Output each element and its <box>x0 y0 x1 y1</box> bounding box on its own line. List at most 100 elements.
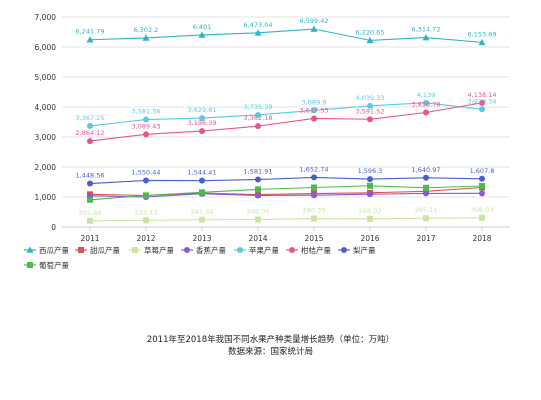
data-label: 4,139 <box>417 91 436 99</box>
x-tick-label: 2013 <box>192 234 211 243</box>
data-point <box>199 128 205 135</box>
data-point <box>255 111 261 118</box>
legend-swatch-marker <box>26 246 34 253</box>
data-labels: 6,241.79 6,302.2 6,401 6,473.04 6,599.42 6,22… <box>76 17 497 217</box>
x-axis: 2011 2012 2013 2014 2015 2016 2017 2018 <box>80 227 492 243</box>
data-point <box>311 115 317 122</box>
chart-caption-source: 数据来源：国家统计局 <box>227 347 313 357</box>
chart-caption-title: 2011年至2018年我国不同水果产种类量增长趋势（单位：万吨） <box>146 335 395 345</box>
data-point <box>254 29 262 36</box>
data-label: 1,550.44 <box>132 168 161 176</box>
legend-label: 西瓜产量 <box>39 245 69 255</box>
data-point <box>367 191 373 198</box>
data-label: 3,617.53 <box>300 106 329 114</box>
legend-label: 葡萄产量 <box>39 260 69 270</box>
data-label: 268.02 <box>359 207 382 215</box>
y-axis: 0 1,000 2,000 3,000 4,000 5,000 6,000 7,000 <box>35 13 57 232</box>
data-point <box>479 190 485 197</box>
data-label: 6,599.42 <box>300 17 329 25</box>
y-tick-label: 0 <box>51 223 56 232</box>
data-label: 1,581.91 <box>244 168 273 176</box>
series-line <box>89 217 483 222</box>
data-label: 6,153.69 <box>468 30 497 38</box>
y-tick-label: 2,000 <box>35 163 57 172</box>
data-point <box>311 215 317 222</box>
data-label: 6,302.2 <box>134 26 159 34</box>
data-label: 6,473.04 <box>244 21 273 29</box>
legend-label: 柑桔产量 <box>301 245 331 255</box>
data-point <box>142 34 150 41</box>
legend-label: 香蕉产量 <box>196 245 226 255</box>
data-point <box>143 116 149 123</box>
data-point <box>143 177 149 184</box>
x-tick-label: 2014 <box>248 234 267 243</box>
data-point <box>198 31 206 38</box>
legend-item[interactable]: 葡萄产量 <box>24 260 69 270</box>
data-label: 3,196.39 <box>188 119 217 127</box>
data-label: 6,401 <box>193 23 212 31</box>
legend-swatch-marker <box>237 247 243 253</box>
legend-label: 甜瓜产量 <box>90 245 120 255</box>
series-line <box>89 28 483 43</box>
y-tick-label: 3,000 <box>35 133 57 142</box>
legend-item[interactable]: 草莓产量 <box>129 245 174 255</box>
data-point <box>367 102 373 109</box>
data-point <box>367 176 373 183</box>
data-point <box>311 184 317 191</box>
data-point <box>310 25 318 32</box>
legend-item[interactable]: 西瓜产量 <box>24 245 69 255</box>
data-point <box>423 109 429 116</box>
data-label: 3,581.36 <box>132 108 161 116</box>
data-label: 306.03 <box>471 206 494 214</box>
data-label: 222.13 <box>135 208 158 216</box>
data-point <box>87 217 93 224</box>
data-point <box>478 38 486 46</box>
data-point <box>255 123 261 130</box>
y-tick-label: 7,000 <box>35 13 57 22</box>
legend-item[interactable]: 甜瓜产量 <box>75 245 120 255</box>
data-point <box>86 36 94 43</box>
series-lines <box>89 28 483 222</box>
data-label: 3,089.43 <box>132 122 161 130</box>
data-label: 1,640.97 <box>412 166 441 174</box>
data-label: 1,596.3 <box>358 167 383 175</box>
data-point <box>311 192 317 199</box>
data-point <box>87 138 93 145</box>
data-point <box>479 214 485 221</box>
data-label: 4,039.33 <box>356 94 385 102</box>
data-point <box>255 216 261 223</box>
data-label: 2,864.12 <box>76 129 105 137</box>
data-label: 3,923.34 <box>468 97 497 105</box>
y-tick-label: 1,000 <box>35 193 57 202</box>
y-tick-label: 5,000 <box>35 73 57 82</box>
data-point <box>143 131 149 138</box>
data-point <box>367 182 373 189</box>
legend-item[interactable]: 梨产量 <box>338 245 376 255</box>
data-label: 3,816.78 <box>412 100 441 108</box>
data-point <box>422 34 430 41</box>
data-label: 3,591.52 <box>356 107 385 115</box>
legend-item[interactable]: 香蕉产量 <box>181 245 226 255</box>
data-point <box>366 36 374 44</box>
x-tick-label: 2011 <box>80 234 99 243</box>
data-point <box>199 189 205 196</box>
series-line <box>89 192 483 198</box>
x-tick-label: 2015 <box>304 234 323 243</box>
data-point <box>199 115 205 122</box>
data-point <box>367 215 373 222</box>
legend-swatch-marker <box>341 247 347 253</box>
legend-label: 梨产量 <box>353 245 376 255</box>
data-label: 6,241.79 <box>76 28 105 36</box>
series-line <box>89 185 483 201</box>
legend-item[interactable]: 苹果产量 <box>234 245 279 255</box>
data-point <box>87 122 93 129</box>
data-label: 295.11 <box>415 206 438 214</box>
data-label: 3,889.9 <box>302 98 327 106</box>
legend-item[interactable]: 柑桔产量 <box>286 245 331 255</box>
data-point <box>479 99 485 106</box>
data-label: 280.35 <box>303 207 326 215</box>
data-point <box>199 177 205 184</box>
data-point <box>199 216 205 223</box>
